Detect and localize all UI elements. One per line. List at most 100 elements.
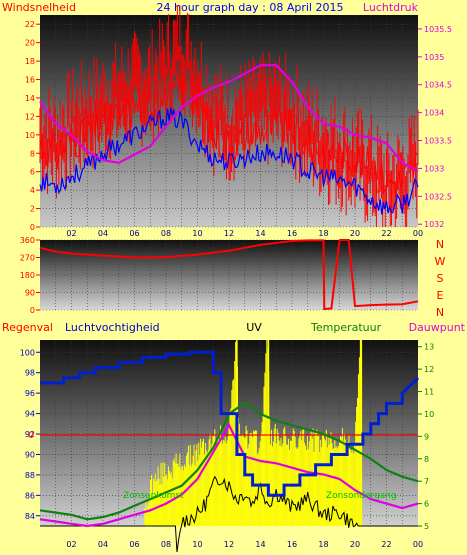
hour-tick: 02 — [66, 229, 76, 238]
pressure-line — [39, 64, 419, 173]
humidity-temperature-hour-ticks: 02 04 06 08 10 12 14 16 18 20 22 00 — [66, 540, 423, 549]
wind-speed-tick: 22 — [25, 20, 35, 29]
compass-label: W — [435, 255, 446, 268]
humidity-ticks: 84 86 88 90 92 94 96 98 100 — [20, 348, 40, 521]
humidity-tick: 90 — [25, 450, 35, 459]
wind-direction-tick: 0 — [30, 306, 35, 315]
sunset-label: Zonsondergang — [326, 491, 397, 501]
hour-tick: 00 — [413, 229, 423, 238]
wind-speed-tick: 12 — [25, 112, 35, 121]
hour-tick: 00 — [413, 540, 423, 549]
hour-tick: 18 — [318, 229, 328, 238]
hour-tick: 06 — [129, 540, 139, 549]
hour-tick: 12 — [224, 229, 234, 238]
wind-speed-tick: 2 — [30, 205, 35, 214]
pressure-axis-label: Luchtdruk — [363, 1, 419, 14]
humidity-tick: 88 — [25, 471, 35, 480]
hour-tick: 16 — [287, 540, 297, 549]
temperature-axis-label: Temperatuur — [310, 321, 382, 334]
wind-speed-tick: 8 — [30, 149, 35, 158]
temperature-tick: 9 — [424, 432, 429, 441]
wind-pressure-series — [39, 5, 419, 227]
pressure-tick: 1034 — [424, 109, 444, 118]
pressure-tick: 1033 — [424, 164, 444, 173]
wind-speed-tick: 20 — [25, 39, 35, 48]
hour-tick: 08 — [161, 229, 171, 238]
temperature-tick: 8 — [424, 455, 429, 464]
hour-tick: 08 — [161, 540, 171, 549]
hour-tick: 10 — [192, 229, 202, 238]
wind-speed-tick: 10 — [25, 131, 35, 140]
hour-tick: 06 — [129, 229, 139, 238]
wind-speed-ticks: 0 2 4 6 8 10 12 14 16 18 20 22 — [25, 20, 40, 232]
wind-direction-tick: 270 — [20, 254, 35, 263]
wind-direction-tick: 180 — [20, 271, 35, 280]
wind-speed-tick: 0 — [30, 223, 35, 232]
pressure-tick: 1035 — [424, 53, 444, 62]
sunrise-label: Zonsopkomst — [123, 491, 184, 501]
humidity-line — [40, 350, 420, 497]
compass-label: S — [437, 272, 444, 285]
wind-speed-tick: 14 — [25, 94, 35, 103]
wind-direction-series — [39, 239, 419, 311]
wind-speed-tick: 18 — [25, 57, 35, 66]
hour-tick: 20 — [350, 540, 360, 549]
humidity-tick: 100 — [20, 348, 35, 357]
humidity-tick: 84 — [25, 512, 35, 521]
uv-line — [40, 475, 418, 553]
humidity-temperature-panel: 84 86 88 90 92 94 96 98 100 5 6 7 8 9 10 11 12 13 02 04 06… — [20, 340, 434, 553]
wind-direction-tick: 360 — [20, 236, 35, 245]
uv-axis-label: UV — [246, 321, 262, 334]
humidity-tick: 86 — [25, 491, 35, 500]
temperature-tick: 10 — [424, 410, 434, 419]
temperature-ticks: 5 6 7 8 9 10 11 12 13 — [418, 343, 434, 531]
humidity-tick: 92 — [25, 430, 35, 439]
wind-speed-tick: 16 — [25, 76, 35, 85]
humidity-axis-label: Luchtvochtigheid — [65, 321, 160, 334]
wind-direction-ticks: 0 90 180 270 360 — [20, 236, 40, 315]
temperature-tick: 11 — [424, 388, 434, 397]
dewpoint-line — [39, 422, 419, 528]
humidity-tick: 96 — [25, 389, 35, 398]
wind-speed-line — [39, 73, 419, 199]
wind-speed-tick: 4 — [30, 186, 35, 195]
temperature-tick: 13 — [424, 343, 434, 352]
hour-tick: 20 — [350, 229, 360, 238]
pressure-tick: 1035.5 — [424, 25, 452, 34]
temperature-tick: 12 — [424, 365, 434, 374]
wind-direction-grid — [40, 239, 418, 311]
hour-tick: 04 — [98, 229, 108, 238]
hour-tick: 22 — [381, 540, 391, 549]
compass-label: E — [437, 289, 444, 302]
chart-title: 24 hour graph day : 08 April 2015 — [157, 1, 344, 14]
temperature-tick: 5 — [424, 522, 429, 531]
pressure-tick: 1032.5 — [424, 192, 452, 201]
temperature-tick: 7 — [424, 477, 429, 486]
wind-direction-tick: 90 — [25, 289, 35, 298]
wind-pressure-hour-ticks: 02 04 06 08 10 12 14 16 18 20 22 00 — [66, 229, 423, 238]
pressure-ticks: 1032 1032.5 1033 1033.5 1034 1034.5 1035 1035.5 — [418, 25, 452, 229]
rain-axis-label: Regenval — [2, 321, 53, 334]
hour-tick: 14 — [255, 229, 265, 238]
humidity-temperature-series — [39, 340, 420, 553]
dewpoint-axis-label: Dauwpunt — [409, 321, 466, 334]
hour-tick: 14 — [255, 540, 265, 549]
pressure-tick: 1032 — [424, 220, 444, 229]
hour-tick: 16 — [287, 229, 297, 238]
hour-tick: 02 — [66, 540, 76, 549]
wind-speed-tick: 6 — [30, 168, 35, 177]
hour-tick: 18 — [318, 540, 328, 549]
hour-tick: 12 — [224, 540, 234, 549]
wind-direction-line — [39, 239, 419, 311]
pressure-tick: 1034.5 — [424, 81, 452, 90]
humidity-tick: 98 — [25, 369, 35, 378]
temperature-tick: 6 — [424, 500, 429, 509]
hour-tick: 04 — [98, 540, 108, 549]
compass-label: N — [436, 306, 444, 319]
humidity-tick: 94 — [25, 410, 35, 419]
pressure-tick: 1033.5 — [424, 137, 452, 146]
wind-speed-axis-label: Windsnelheid — [2, 1, 76, 14]
